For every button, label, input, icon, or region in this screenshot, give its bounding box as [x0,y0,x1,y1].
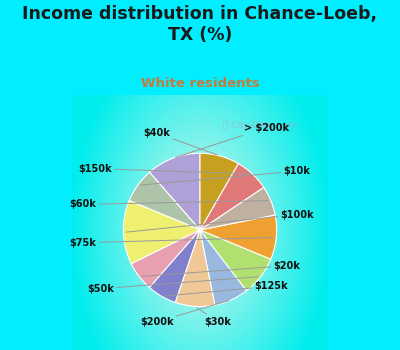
Wedge shape [123,201,200,264]
Wedge shape [200,230,271,291]
Wedge shape [131,230,200,288]
Wedge shape [129,172,200,230]
Wedge shape [200,153,238,230]
Wedge shape [150,153,200,230]
Text: $10k: $10k [140,166,310,185]
Text: Income distribution in Chance-Loeb,
TX (%): Income distribution in Chance-Loeb, TX (… [22,5,378,43]
Text: $50k: $50k [87,277,258,294]
Text: $30k: $30k [197,308,231,327]
Text: $20k: $20k [142,261,300,276]
Text: Ⓢ City-Data.com: Ⓢ City-Data.com [223,121,295,130]
Wedge shape [200,163,264,230]
Text: $150k: $150k [78,163,250,174]
Wedge shape [200,230,247,305]
Wedge shape [200,215,277,259]
Text: $60k: $60k [69,199,268,209]
Wedge shape [175,230,215,307]
Wedge shape [200,187,275,230]
Text: White residents: White residents [141,77,259,90]
Text: $200k: $200k [140,301,229,327]
Text: $75k: $75k [69,238,274,248]
Text: $125k: $125k [164,281,288,296]
Text: > $200k: > $200k [176,123,289,157]
Wedge shape [150,230,200,302]
Text: $100k: $100k [126,210,314,232]
Text: $40k: $40k [143,128,217,155]
